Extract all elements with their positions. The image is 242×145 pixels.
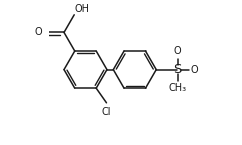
Text: O: O — [174, 46, 182, 56]
Text: OH: OH — [75, 4, 90, 14]
Text: CH₃: CH₃ — [169, 83, 187, 93]
Text: S: S — [174, 63, 182, 76]
Text: Cl: Cl — [101, 107, 111, 117]
Text: O: O — [34, 27, 42, 37]
Text: O: O — [191, 65, 198, 75]
